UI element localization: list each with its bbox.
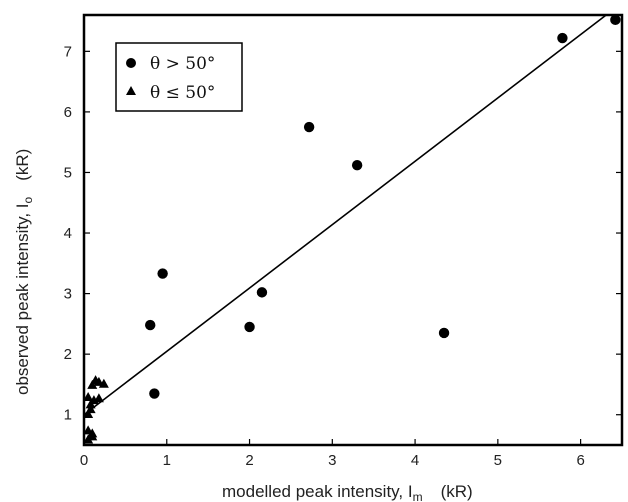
legend-triangle-marker bbox=[126, 86, 136, 95]
data-point-circle bbox=[351, 159, 363, 171]
data-point-triangle bbox=[83, 409, 94, 419]
legend-box bbox=[115, 42, 243, 112]
axis-ticks: 0 1 2 3 4 5 6 1 2 3 4 5 6 7 bbox=[64, 43, 622, 469]
data-point-circle bbox=[438, 327, 450, 339]
y-tick-label: 4 bbox=[64, 225, 72, 242]
x-tick-label: 1 bbox=[163, 452, 171, 469]
data-point-triangle bbox=[98, 378, 109, 388]
y-tick-label: 6 bbox=[64, 104, 72, 121]
y-axis-label: observed peak intensity, Io (kR) bbox=[13, 149, 35, 395]
legend-label-series-1: θ > 50° bbox=[150, 54, 215, 74]
fit-line bbox=[83, 14, 607, 416]
x-tick-label: 4 bbox=[411, 452, 419, 469]
legend: θ > 50° θ ≤ 50° bbox=[115, 42, 243, 112]
x-axis-label-unit: (kR) bbox=[441, 482, 473, 501]
x-tick-label: 0 bbox=[80, 452, 88, 469]
x-tick-label: 6 bbox=[576, 452, 584, 469]
data-point-triangle bbox=[93, 393, 104, 403]
y-axis-label-unit: (kR) bbox=[13, 149, 32, 181]
data-point-triangle bbox=[87, 428, 98, 438]
data-point-circle bbox=[610, 14, 621, 26]
y-tick-label: 5 bbox=[64, 164, 72, 181]
x-axis-label-text: modelled peak intensity, I bbox=[222, 482, 413, 501]
y-tick-label: 2 bbox=[64, 346, 72, 363]
y-tick-label: 7 bbox=[64, 43, 72, 60]
data-point-circle bbox=[256, 287, 268, 298]
plot-area-border bbox=[82, 13, 624, 447]
y-tick-label: 3 bbox=[64, 286, 72, 303]
fit-line-group bbox=[83, 14, 607, 416]
data-point-circle bbox=[145, 319, 156, 331]
legend-label-series-2: θ ≤ 50° bbox=[150, 83, 215, 103]
data-point-circle bbox=[149, 388, 160, 399]
data-point-circle bbox=[303, 121, 315, 133]
x-tick-label: 5 bbox=[494, 452, 502, 469]
x-tick-label: 2 bbox=[245, 452, 253, 469]
x-axis-label: modelled peak intensity, Im (kR) bbox=[222, 482, 473, 502]
data-point-triangle bbox=[85, 399, 96, 409]
legend-circle-marker bbox=[126, 58, 136, 68]
data-point-circle bbox=[244, 321, 255, 333]
data-point-circle bbox=[557, 32, 568, 44]
data-point-triangle bbox=[85, 404, 96, 414]
data-point-triangle bbox=[87, 379, 98, 389]
y-axis-label-text: observed peak intensity, I bbox=[13, 203, 32, 395]
data-marks bbox=[83, 14, 621, 444]
y-axis-label-subscript: o bbox=[21, 196, 35, 203]
data-point-triangle bbox=[83, 392, 94, 402]
data-point-circle bbox=[157, 268, 168, 279]
x-tick-label: 3 bbox=[328, 452, 336, 469]
plot-frame bbox=[82, 13, 624, 447]
svg-text:modelled peak intensity, Im(kR: modelled peak intensity, Im (kR) bbox=[222, 482, 473, 502]
y-tick-label: 1 bbox=[64, 407, 72, 424]
svg-text:observed peak intensity, Io(kR: observed peak intensity, Io (kR) bbox=[13, 149, 35, 395]
x-axis-label-subscript: m bbox=[413, 490, 423, 502]
